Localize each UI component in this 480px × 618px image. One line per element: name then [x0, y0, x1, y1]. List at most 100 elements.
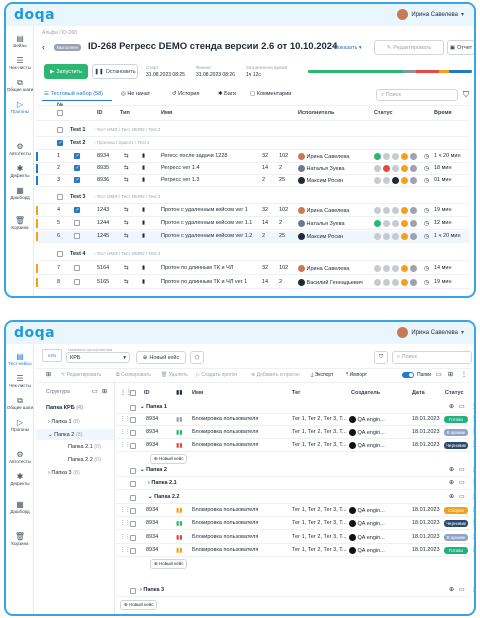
row-executor[interactable]: Наталья Зуева — [298, 220, 345, 227]
row-name[interactable]: Блокировка пользователя — [192, 534, 259, 540]
folder-row[interactable]: ⌄ Папка 1 ⊕ ▭ ⋮ — [116, 402, 474, 414]
folders-toggle[interactable] — [402, 372, 414, 378]
row-checkbox[interactable] — [130, 417, 136, 423]
tree-folder-3[interactable]: › Папка 3 (8) — [48, 470, 80, 476]
blocked-icon[interactable] — [392, 233, 399, 240]
blocked-icon[interactable] — [392, 153, 399, 160]
more-icon[interactable]: ⋮ — [471, 493, 474, 500]
folder-label[interactable]: ⌄ Папка 1 — [140, 404, 167, 410]
comment-icon[interactable] — [410, 233, 417, 240]
row-checkbox[interactable] — [130, 521, 136, 527]
show-dropdown[interactable]: Показать ▾ — [334, 45, 362, 51]
row-name[interactable]: Блокировка пользователя — [192, 429, 259, 435]
status-icons[interactable] — [374, 165, 417, 172]
table-row[interactable]: ⋮⋮ 8934 ▮▮ Блокировка пользователя Тег 1… — [116, 518, 474, 530]
table-row[interactable]: ⋮⋮ 8934 ▮▮ Блокировка пользователя Тег 1… — [116, 427, 474, 439]
status-icons[interactable] — [374, 279, 417, 286]
comment-icon[interactable] — [410, 265, 417, 272]
table-row[interactable]: ⋮⋮ 8934 ▮▮ Блокировка пользователя Тег 1… — [116, 440, 474, 452]
more-icon[interactable]: ⋮ — [471, 506, 474, 513]
table-row[interactable]: 3 8936 ⇆ ▮ Регресс ver 1.3 2 25 Максим Р… — [36, 175, 470, 186]
row-checkbox[interactable] — [74, 233, 80, 239]
create-run-action[interactable]: ▷ Создать прогон — [196, 372, 238, 378]
group-checkbox[interactable] — [57, 140, 63, 146]
passed-icon[interactable] — [374, 177, 381, 184]
table-row[interactable]: 4 1243 ⇆ ▮ Протон с удаленным кейсом ver… — [36, 205, 470, 216]
blocked-icon[interactable] — [392, 207, 399, 214]
sidebar-item-autotests[interactable]: ⚙ Автотесты — [6, 142, 34, 156]
add-icon[interactable]: ⊕ — [449, 494, 455, 500]
status-icons[interactable] — [374, 153, 417, 160]
table-row[interactable]: ⋮⋮ 8934 ▮▮ Блокировка пользователя Тег 1… — [116, 532, 474, 544]
row-name[interactable]: Блокировка пользователя — [192, 442, 259, 448]
comment-icon[interactable] — [410, 153, 417, 160]
drag-handle-icon[interactable]: ⋮⋮ — [120, 442, 130, 448]
folder-row[interactable]: › Папка 2.1 ⊕ ▭ ⋮ — [116, 478, 474, 490]
stop-button[interactable]: ❚❚ Остановить — [92, 64, 138, 79]
add-folder-icon[interactable]: ⊞ — [102, 389, 108, 395]
skipped-icon[interactable] — [401, 220, 408, 227]
table-row[interactable]: 6 1245 ⇆ ▮ Протон с удаленным кейсом ver… — [36, 231, 470, 242]
skipped-icon[interactable] — [401, 279, 408, 286]
row-checkbox[interactable] — [74, 207, 80, 213]
tag-button[interactable]: ⬠ — [190, 351, 204, 364]
project-select[interactable]: КРБ ▾ — [66, 352, 130, 363]
passed-icon[interactable] — [374, 220, 381, 227]
group-row[interactable]: Test 4 › Тест ИМЯ / Тест ИМЯ2 / Test 3 — [36, 249, 470, 260]
row-name[interactable]: Протон с удаленным кейсом ver 1.1 — [161, 220, 253, 226]
more-icon[interactable]: ⋮ — [461, 372, 467, 378]
group-checkbox[interactable] — [57, 127, 63, 133]
table-row[interactable]: 8 5165 ⇆ ▮ Протон по длинным ТК и ЧЛ ver… — [36, 277, 470, 288]
row-checkbox[interactable] — [130, 443, 136, 449]
layout-icon[interactable]: ⊞ — [46, 372, 52, 378]
tree-folder-2-1[interactable]: Папка 2.1 (0) — [68, 444, 102, 450]
row-checkbox[interactable] — [74, 279, 80, 285]
sidebar-item-trash[interactable]: 🗑 Корзина — [6, 216, 34, 230]
sidebar-item-dashboard[interactable]: ▦ Дашборд — [6, 186, 34, 200]
tree-folder-1[interactable]: › Папка 1 (8) — [48, 419, 80, 425]
passed-icon[interactable] — [374, 233, 381, 240]
tab-not-started[interactable]: ◎ Не начат — [121, 91, 151, 97]
more-icon[interactable]: ⋮ — [471, 533, 474, 540]
drag-handle-icon[interactable]: ⋮⋮ — [120, 520, 130, 526]
add-icon[interactable]: ⊕ — [449, 467, 455, 473]
row-checkbox[interactable] — [130, 535, 136, 541]
comment-icon[interactable] — [410, 177, 417, 184]
report-button[interactable]: ▣ Отчет — [447, 40, 474, 55]
row-name[interactable]: Блокировка пользователя — [192, 520, 259, 526]
row-checkbox[interactable] — [130, 508, 136, 514]
export-action[interactable]: ⤓ Экспорт — [311, 372, 334, 378]
blocked-icon[interactable] — [392, 177, 399, 184]
folder-icon[interactable]: ▭ — [459, 587, 465, 593]
user-menu[interactable]: Ирина Савелева ▾ — [397, 9, 464, 20]
add-icon[interactable]: ⊕ — [449, 480, 455, 486]
sidebar-item-checklists[interactable]: ☰ Чек-листы — [6, 374, 34, 388]
sidebar-item-cases[interactable]: ▤ Бейзы — [6, 34, 34, 48]
skipped-icon[interactable] — [401, 265, 408, 272]
blocked-icon[interactable] — [392, 279, 399, 286]
add-icon[interactable]: ⊕ — [449, 587, 455, 593]
failed-icon[interactable] — [383, 279, 390, 286]
sidebar-item-runs[interactable]: ▷ Прогоны — [6, 418, 34, 432]
comment-icon[interactable] — [410, 207, 417, 214]
folder-row[interactable]: ⌄ Папка 2 ⊕ ▭ ⋮ — [116, 465, 474, 477]
more-icon[interactable]: ⋮ — [471, 428, 474, 435]
failed-icon[interactable] — [383, 220, 390, 227]
sidebar-item-defects[interactable]: ✱ Дефекты — [6, 472, 34, 486]
folder-label[interactable]: › Папка 2.1 — [148, 480, 177, 486]
row-executor[interactable]: Ирина Савелева — [298, 207, 349, 214]
row-checkbox[interactable] — [74, 153, 80, 159]
table-row[interactable]: 5 1244 ⇆ ▮ Протон с удаленным кейсом ver… — [36, 218, 470, 229]
search-input[interactable]: ⌕ Поиск — [392, 351, 472, 364]
tab-bugs[interactable]: ✱ Баги — [218, 91, 236, 97]
new-case-small-button[interactable]: ⊕ Новый кейс — [120, 600, 158, 610]
import-action[interactable]: ⤒ Импорт — [346, 372, 368, 378]
breadcrumb[interactable]: Альфа / ID-268 — [42, 30, 77, 36]
add-folder-icon[interactable]: ⊞ — [448, 372, 454, 378]
skipped-icon[interactable] — [401, 207, 408, 214]
passed-icon[interactable] — [374, 265, 381, 272]
folder-icon[interactable]: ▭ — [459, 494, 465, 500]
row-checkbox[interactable] — [74, 165, 80, 171]
new-case-small-button[interactable]: ⊕ Новый кейс — [150, 559, 188, 569]
failed-icon[interactable] — [383, 233, 390, 240]
